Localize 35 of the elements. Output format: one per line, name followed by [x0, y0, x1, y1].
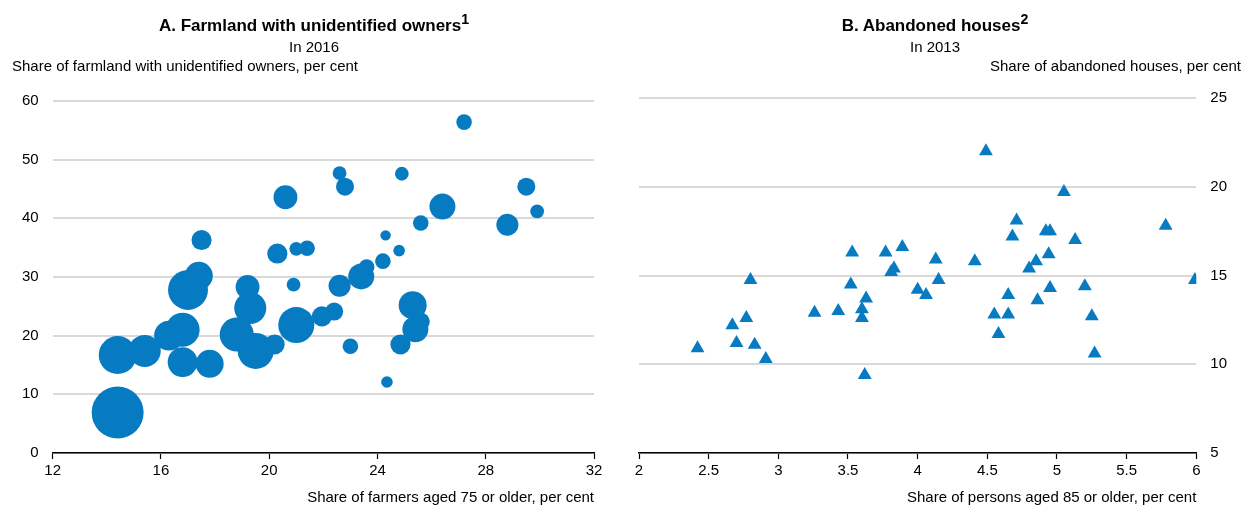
x-tick-label: 5.5	[1116, 460, 1138, 478]
x-tick-label: 20	[260, 460, 278, 478]
chart-title: A. Farmland with unidentified owners$^{1}$	[157, 10, 471, 37]
y-tick-label: 20	[22, 325, 39, 343]
y-tick-label: 50	[22, 149, 39, 167]
y-tick-label: 30	[22, 266, 39, 284]
x-axis-title: Share of farmers aged 75 or older, per cent	[307, 487, 595, 505]
x-tick-label: 3	[774, 460, 783, 478]
y-tick-label: 25	[1210, 87, 1227, 105]
x-tick-label: 32	[585, 460, 603, 478]
x-tick-label: 2	[634, 460, 644, 478]
y-tick-label: 60	[22, 90, 39, 108]
y-tick-label: 0	[30, 442, 39, 460]
x-tick-label: 12	[44, 460, 62, 478]
x-tick-label: 4.5	[976, 460, 998, 478]
x-tick-label: 24	[369, 460, 386, 478]
y-tick-label: 40	[22, 208, 39, 226]
y-tick-label: 15	[1210, 265, 1227, 283]
chart-subtitle: In 2016	[287, 36, 340, 57]
y-tick-label: 10	[22, 384, 39, 402]
y-tick-label: 5	[1210, 442, 1219, 460]
x-tick-label: 2.5	[698, 460, 720, 478]
y-tick-label: 20	[1210, 176, 1227, 194]
chart-title: B. Abandoned houses$^{2}$	[840, 10, 1030, 37]
x-tick-label: 4	[913, 460, 922, 478]
x-tick-label: 3.5	[837, 460, 859, 478]
x-tick-label: 6	[1192, 460, 1201, 478]
chart-subtitle: In 2013	[908, 36, 961, 57]
x-tick-label: 28	[477, 460, 495, 478]
x-tick-label: 16	[152, 460, 170, 478]
y-axis-title: Share of farmland with unidentified owners, per cent	[11, 56, 360, 75]
x-tick-label: 5	[1052, 460, 1062, 478]
y-axis-title: Share of abandoned houses, per cent	[988, 56, 1241, 75]
x-axis-title: Share of persons aged 85 or older, per cent	[906, 487, 1198, 505]
y-tick-label: 10	[1210, 354, 1227, 372]
